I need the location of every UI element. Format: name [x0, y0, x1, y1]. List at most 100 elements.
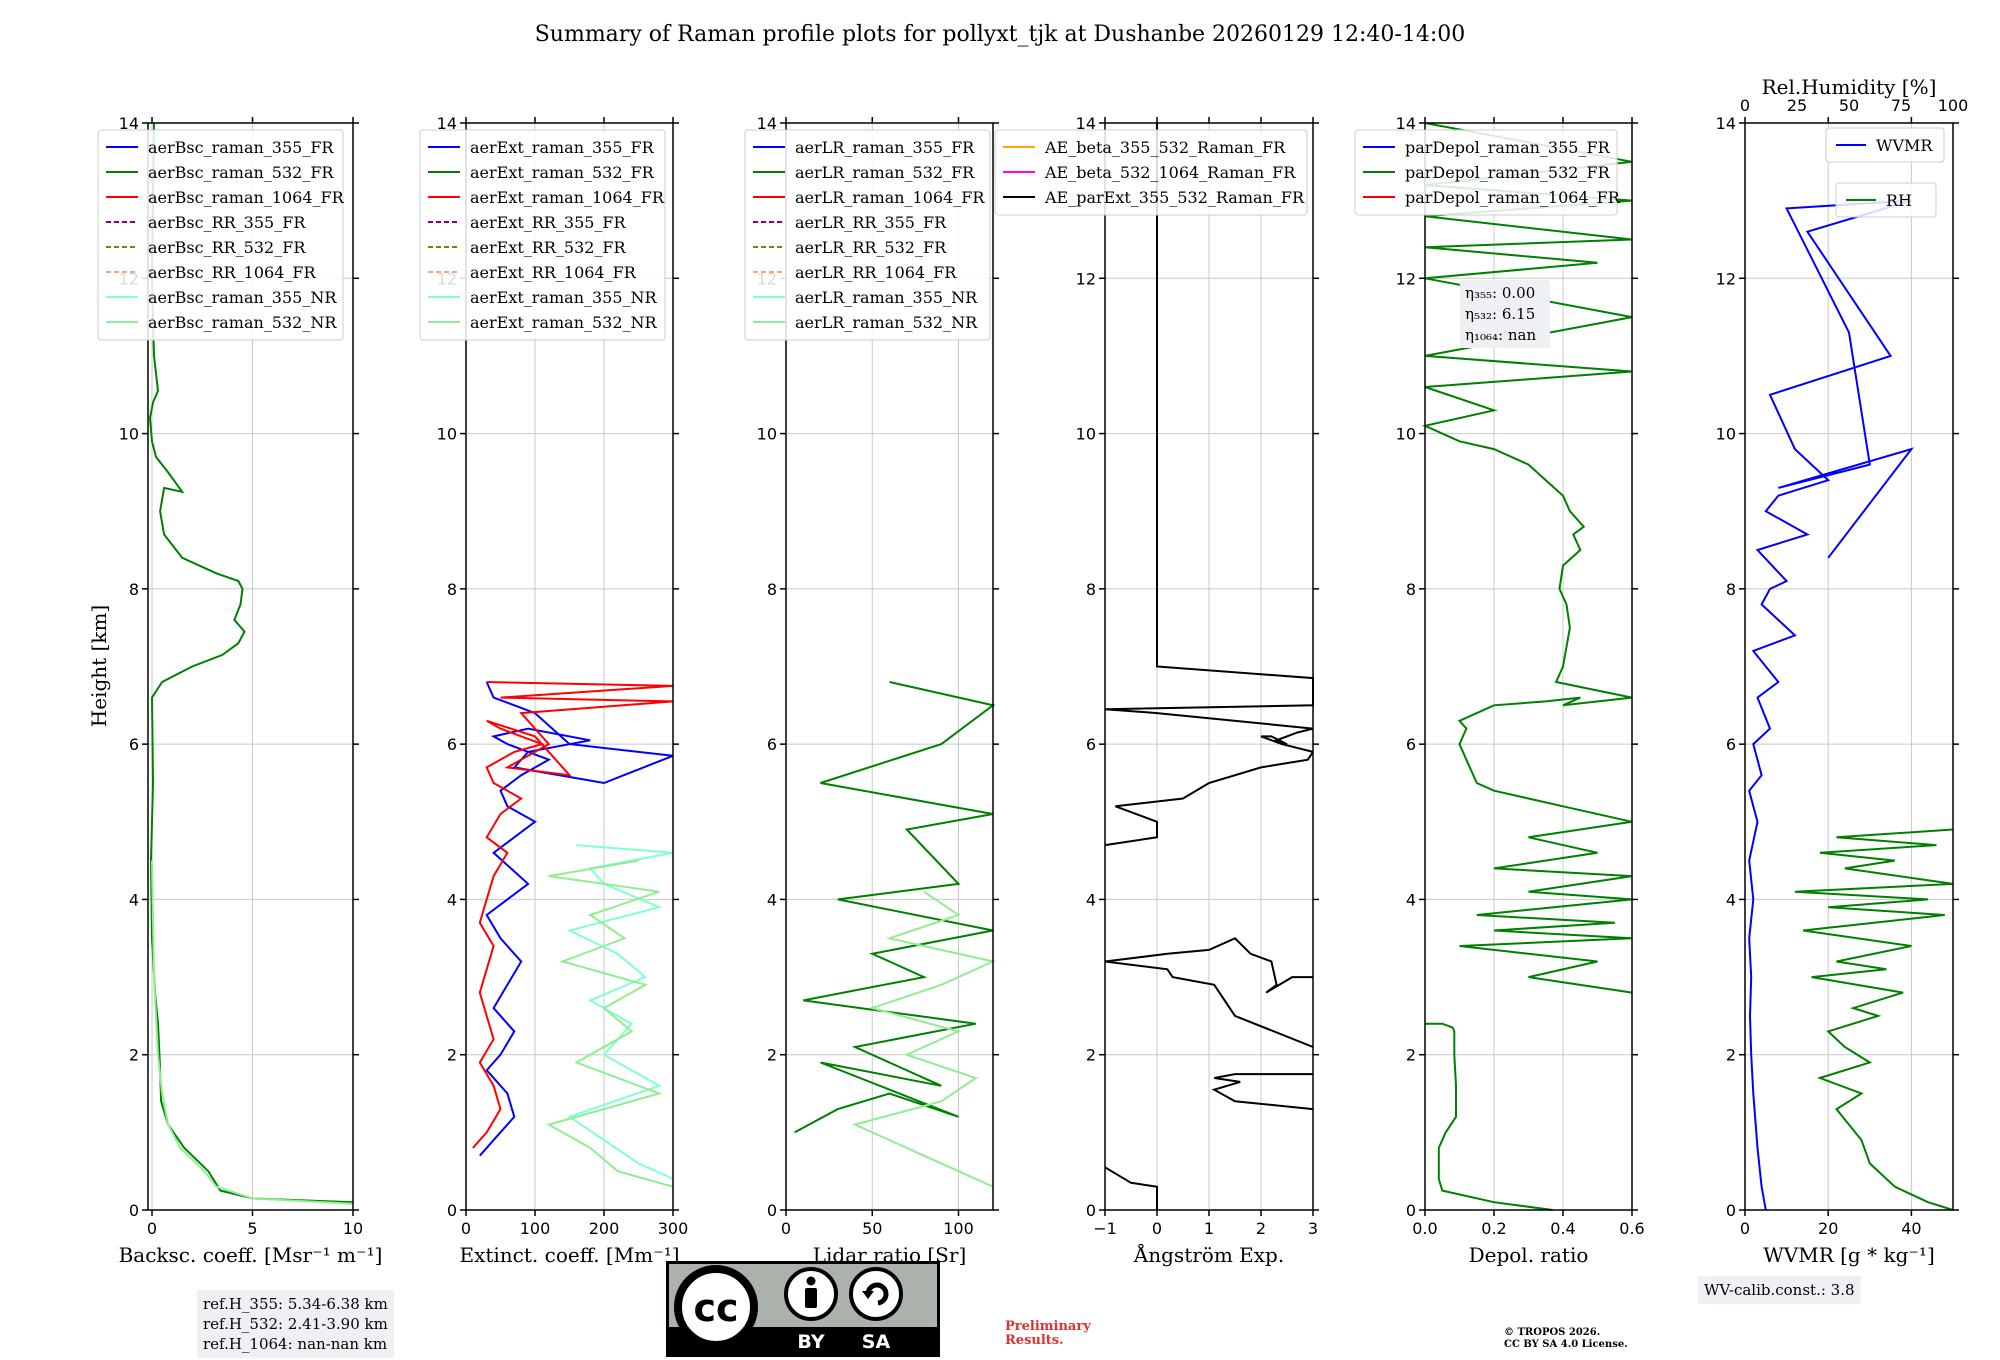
panel-5-frame: [1424, 122, 1633, 1211]
panel-4-ytick-label: 2: [1086, 1046, 1096, 1065]
cc-logo-text: cc: [693, 1286, 738, 1330]
panel-2-series-aerExt_raman_1064_FR: [472, 681, 674, 1149]
panel-1-ytick-label: 4: [129, 890, 139, 909]
panel-2-legend-label: aerExt_raman_532_FR: [470, 163, 655, 182]
by-label: BY: [797, 1331, 824, 1353]
panel-6-xtick-top-label: 75: [1891, 96, 1911, 115]
share-alike-arrowhead: [862, 1291, 874, 1299]
panel-2-legend-label: aerExt_raman_355_FR: [470, 138, 655, 157]
panel-5-ytick-label: 2: [1406, 1046, 1416, 1065]
panel-1-ytick-label: 2: [129, 1046, 139, 1065]
panel-4-xlabel: Ångström Exp.: [1133, 1242, 1284, 1267]
panel-1-ytick-label: 8: [129, 580, 139, 599]
panel-3-ytick-label: 10: [757, 425, 777, 444]
preliminary-line-2: Results.: [1005, 1333, 1064, 1348]
panel-4-legend-box: [994, 129, 1308, 216]
panel-1-ytick-label: 6: [129, 735, 139, 754]
panel-6-ytick-label: 4: [1726, 890, 1736, 909]
panel-6-xtick-top-label: 0: [1740, 96, 1750, 115]
preliminary-line-1: Preliminary: [1005, 1319, 1091, 1334]
panel-3-legend-label: aerLR_RR_1064_FR: [795, 263, 957, 282]
panel-6-ytick-label: 10: [1716, 425, 1736, 444]
panel-6-series-RH: [1794, 828, 1954, 1211]
panel-2-legend-label: aerExt_raman_532_NR: [470, 313, 658, 332]
panel-5-annotation-line: η₅₃₂: 6.15: [1465, 305, 1535, 323]
panel-5-annotation-box: [1460, 280, 1550, 348]
panel-1-legend-label: aerBsc_raman_1064_FR: [148, 188, 345, 207]
panel-2-xtick-label: 0: [461, 1219, 471, 1238]
panel-1-ytick-label: 14: [119, 114, 139, 133]
panel-5-annotation-line: η₁₀₆₄: nan: [1465, 326, 1536, 344]
panel-4-ytick-label: 4: [1086, 890, 1096, 909]
panel-1-xtick-label: 5: [247, 1219, 257, 1238]
panel-3-legend-label: aerLR_raman_532_NR: [795, 313, 978, 332]
panel-6-frame: [1744, 122, 1954, 1211]
panel-6-ytick-label: 2: [1726, 1046, 1736, 1065]
panel-4-series-AE_parExt_355_532_Raman_FR_c: [1104, 937, 1314, 1048]
attribution-icon-body: [805, 1288, 817, 1308]
panel-6-series-WVMR: [1748, 199, 1915, 1211]
panel-1-series-aerBsc_raman_532_FR: [148, 122, 354, 1204]
panel-2-legend-box: [419, 129, 666, 341]
copyright-line-2: CC BY SA 4.0 License.: [1504, 1339, 1628, 1350]
panel-2-frame: [465, 122, 674, 1211]
panel-4-ytick-label: 0: [1086, 1201, 1096, 1220]
panel-2-ytick-label: 6: [447, 735, 457, 754]
panel-3-ytick-label: 6: [767, 735, 777, 754]
y-axis-label: Height [km]: [87, 605, 111, 727]
panel-5-legend-label: parDepol_raman_532_FR: [1405, 163, 1611, 182]
wv-calib-box: WV-calib.const.: 3.8: [1698, 1276, 1861, 1304]
panel-2-legend-label: aerExt_RR_355_FR: [470, 213, 627, 232]
panel-6-legend-label: WVMR: [1876, 136, 1933, 155]
panel-1-ytick-label: 10: [119, 425, 139, 444]
panel-6-xtick-label: 40: [1901, 1219, 1921, 1238]
panel-5-annotation-line: η₃₅₅: 0.00: [1465, 284, 1535, 302]
panel-5-legend-label: parDepol_raman_355_FR: [1405, 138, 1611, 157]
cc-logo-icon: [674, 1265, 758, 1349]
panel-3-ytick-label: 14: [757, 114, 777, 133]
panel-2-legend-label: aerExt_RR_532_FR: [470, 238, 627, 257]
panel-4-series-AE_parExt_355_532_Raman_FR_b: [1211, 1073, 1314, 1111]
panel-4-xtick-label: −1: [1093, 1219, 1117, 1238]
panel-4-series-AE_parExt_355_532_Raman_FR_d: [1104, 751, 1314, 847]
panel-2-ytick-label: 4: [447, 890, 457, 909]
panel-1-frame: [147, 122, 354, 1211]
panel-1-legend-box: [97, 129, 344, 341]
panel-6-ytick-label: 14: [1716, 114, 1736, 133]
panel-2-legend-label: aerExt_RR_1064_FR: [470, 263, 637, 282]
panel-2-series-aerExt_raman_355_FR: [479, 681, 674, 1157]
share-alike-icon: [849, 1267, 903, 1321]
panel-5-xtick-label: 0.0: [1412, 1219, 1437, 1238]
panel-6-legend-label: RH: [1886, 191, 1912, 210]
panel-2-xtick-label: 300: [658, 1219, 689, 1238]
panel-2-ytick-label: 8: [447, 580, 457, 599]
panel-5-legend-box: [1354, 129, 1618, 216]
sa-label: SA: [862, 1331, 891, 1353]
panel-6-xlabel-top: Rel.Humidity [%]: [1762, 75, 1937, 99]
figure-title: Summary of Raman profile plots for polly…: [534, 22, 1466, 47]
panel-3-legend-label: aerLR_RR_355_FR: [795, 213, 947, 232]
panel-4-xtick-label: 0: [1152, 1219, 1162, 1238]
ref-h-1064: ref.H_1064: nan-nan km: [203, 1335, 388, 1353]
panel-6-ytick-label: 6: [1726, 735, 1736, 754]
panel-1-legend-label: aerBsc_raman_355_NR: [148, 288, 337, 307]
panel-3-legend-label: aerLR_raman_355_NR: [795, 288, 978, 307]
panel-4-ytick-label: 12: [1076, 269, 1096, 288]
ref-h-355: ref.H_355: 5.34-6.38 km: [203, 1295, 388, 1313]
panel-1-ytick-label: 0: [129, 1201, 139, 1220]
panel-6-legend-box: [1825, 127, 1945, 163]
panel-4-legend-label: AE_beta_532_1064_Raman_FR: [1044, 163, 1296, 182]
panel-2-legend-label: aerExt_raman_355_NR: [470, 288, 658, 307]
panel-6-legend-box: [1835, 182, 1937, 218]
panel-6-ytick-label: 0: [1726, 1201, 1736, 1220]
panel-3-xtick-label: 0: [781, 1219, 791, 1238]
panel-5-ytick-label: 6: [1406, 735, 1416, 754]
panel-4-xtick-label: 1: [1204, 1219, 1214, 1238]
panel-3-series-aerLR_raman_532_FR: [794, 681, 996, 1134]
panel-6-xtick-label: 20: [1818, 1219, 1838, 1238]
panel-5-xlabel: Depol. ratio: [1469, 1243, 1589, 1267]
panel-3-legend-label: aerLR_raman_1064_FR: [795, 188, 985, 207]
wv-calib-text: WV-calib.const.: 3.8: [1704, 1281, 1855, 1299]
panel-6-xtick-label: 0: [1740, 1219, 1750, 1238]
